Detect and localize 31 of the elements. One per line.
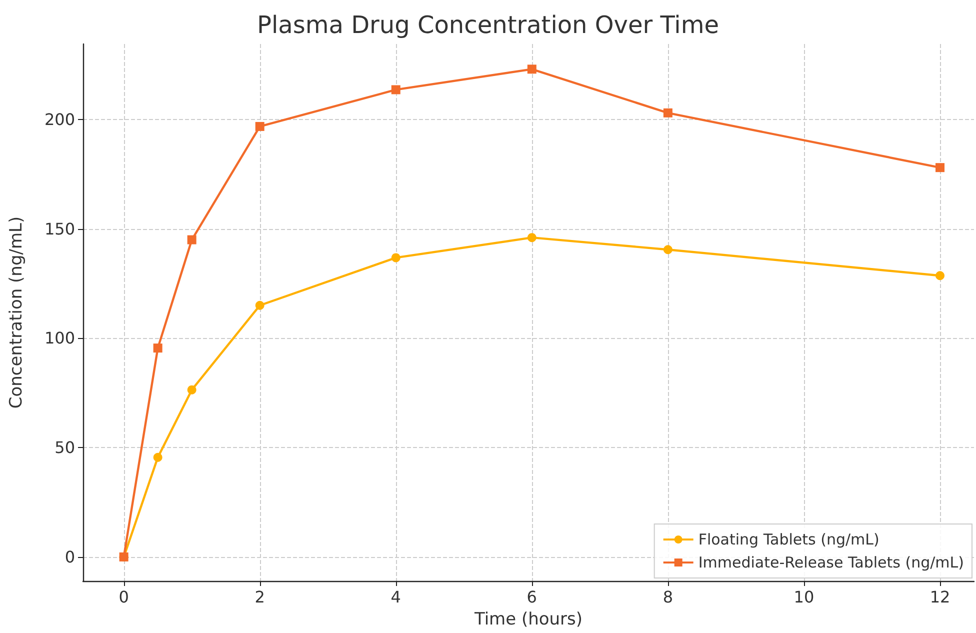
point <box>935 163 944 172</box>
x-tick-label: 0 <box>118 588 129 606</box>
y-axis-title: Concentration (ng/mL) <box>6 216 26 409</box>
point <box>936 271 944 280</box>
chart-title: Plasma Drug Concentration Over Time <box>257 11 719 39</box>
point <box>255 122 264 131</box>
point <box>255 300 264 310</box>
x-tick-label: 10 <box>794 588 814 606</box>
point <box>663 108 672 118</box>
point <box>527 233 536 242</box>
point <box>527 64 536 74</box>
point <box>391 253 400 262</box>
legend-label: Floating Tablets (ng/mL) <box>698 530 880 548</box>
y-tick-label: 50 <box>54 438 75 458</box>
point <box>663 245 672 254</box>
y-tick-label: 100 <box>44 328 75 348</box>
x-tick-label: 4 <box>390 588 401 606</box>
legend-label: Immediate-Release Tablets (ng/mL) <box>698 554 964 572</box>
point <box>187 385 196 394</box>
x-tick-label: 2 <box>254 588 265 606</box>
point <box>153 344 162 353</box>
point <box>391 85 400 94</box>
x-tick-label: 12 <box>930 588 950 606</box>
point <box>187 235 196 244</box>
y-tick-label: 150 <box>44 219 75 238</box>
y-tick-label: 200 <box>44 110 75 129</box>
y-tick-label: 0 <box>64 547 75 566</box>
x-tick-label: 8 <box>662 588 674 606</box>
x-axis-title: Time (hours) <box>473 610 583 630</box>
x-tick-label: 6 <box>526 588 537 606</box>
point <box>153 452 162 462</box>
